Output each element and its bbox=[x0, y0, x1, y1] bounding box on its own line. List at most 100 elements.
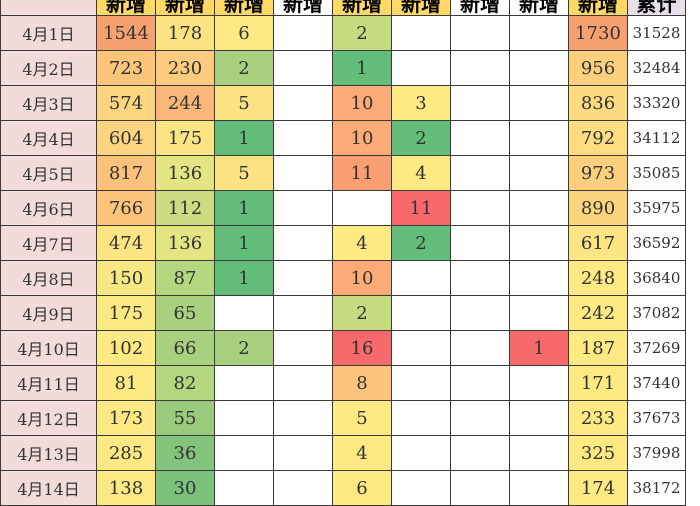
date-cell[interactable]: 4月14日 bbox=[0, 470, 97, 506]
cumulative-cell[interactable]: 36840 bbox=[627, 260, 686, 296]
data-cell[interactable] bbox=[273, 365, 333, 401]
data-cell[interactable]: 81 bbox=[96, 365, 156, 401]
data-cell[interactable]: 244 bbox=[155, 85, 215, 121]
data-cell[interactable] bbox=[450, 120, 510, 156]
date-cell[interactable]: 4月8日 bbox=[0, 260, 97, 296]
date-cell[interactable]: 4月11日 bbox=[0, 365, 97, 401]
date-cell[interactable]: 4月10日 bbox=[0, 330, 97, 366]
data-cell[interactable] bbox=[391, 295, 451, 331]
data-cell[interactable]: 4 bbox=[332, 435, 392, 471]
data-cell[interactable]: 82 bbox=[155, 365, 215, 401]
data-cell[interactable] bbox=[509, 155, 569, 191]
data-cell[interactable]: 65 bbox=[155, 295, 215, 331]
date-cell[interactable]: 4月7日 bbox=[0, 225, 97, 261]
cumulative-cell[interactable]: 35085 bbox=[627, 155, 686, 191]
data-cell[interactable]: 792 bbox=[568, 120, 628, 156]
cumulative-cell[interactable]: 37082 bbox=[627, 295, 686, 331]
data-cell[interactable]: 1544 bbox=[96, 15, 156, 51]
data-cell[interactable]: 6 bbox=[214, 15, 274, 51]
cumulative-cell[interactable]: 31528 bbox=[627, 15, 686, 51]
data-cell[interactable]: 150 bbox=[96, 260, 156, 296]
data-cell[interactable] bbox=[214, 295, 274, 331]
cumulative-cell[interactable]: 37440 bbox=[627, 365, 686, 401]
data-cell[interactable]: 102 bbox=[96, 330, 156, 366]
data-cell[interactable]: 36 bbox=[155, 435, 215, 471]
data-cell[interactable]: 10 bbox=[332, 120, 392, 156]
data-cell[interactable]: 230 bbox=[155, 50, 215, 86]
data-cell[interactable] bbox=[214, 435, 274, 471]
data-cell[interactable]: 4 bbox=[391, 155, 451, 191]
data-cell[interactable]: 766 bbox=[96, 190, 156, 226]
data-cell[interactable]: 16 bbox=[332, 330, 392, 366]
data-cell[interactable]: 325 bbox=[568, 435, 628, 471]
data-cell[interactable]: 1 bbox=[214, 225, 274, 261]
data-cell[interactable]: 175 bbox=[155, 120, 215, 156]
data-cell[interactable] bbox=[509, 260, 569, 296]
data-cell[interactable]: 30 bbox=[155, 470, 215, 506]
date-cell[interactable]: 4月4日 bbox=[0, 120, 97, 156]
data-cell[interactable]: 2 bbox=[214, 50, 274, 86]
date-cell[interactable]: 4月1日 bbox=[0, 15, 97, 51]
data-cell[interactable] bbox=[214, 470, 274, 506]
data-cell[interactable]: 723 bbox=[96, 50, 156, 86]
data-cell[interactable]: 574 bbox=[96, 85, 156, 121]
data-cell[interactable] bbox=[509, 295, 569, 331]
date-cell[interactable]: 4月13日 bbox=[0, 435, 97, 471]
data-cell[interactable] bbox=[214, 400, 274, 436]
data-cell[interactable]: 66 bbox=[155, 330, 215, 366]
data-cell[interactable] bbox=[273, 85, 333, 121]
header-cell[interactable]: 新增 bbox=[214, 0, 274, 16]
cumulative-cell[interactable]: 36592 bbox=[627, 225, 686, 261]
cumulative-cell[interactable]: 33320 bbox=[627, 85, 686, 121]
cumulative-cell[interactable]: 37673 bbox=[627, 400, 686, 436]
data-cell[interactable] bbox=[273, 120, 333, 156]
data-cell[interactable] bbox=[509, 85, 569, 121]
cumulative-cell[interactable]: 38172 bbox=[627, 470, 686, 506]
data-cell[interactable]: 175 bbox=[96, 295, 156, 331]
data-cell[interactable] bbox=[509, 225, 569, 261]
cumulative-cell[interactable]: 37269 bbox=[627, 330, 686, 366]
data-cell[interactable] bbox=[273, 15, 333, 51]
data-cell[interactable]: 1 bbox=[214, 260, 274, 296]
cumulative-cell[interactable]: 34112 bbox=[627, 120, 686, 156]
data-cell[interactable] bbox=[273, 470, 333, 506]
data-cell[interactable]: 836 bbox=[568, 85, 628, 121]
data-cell[interactable] bbox=[450, 435, 510, 471]
data-cell[interactable] bbox=[332, 190, 392, 226]
data-cell[interactable]: 174 bbox=[568, 470, 628, 506]
data-cell[interactable] bbox=[509, 120, 569, 156]
data-cell[interactable] bbox=[509, 470, 569, 506]
data-cell[interactable]: 10 bbox=[332, 260, 392, 296]
data-cell[interactable] bbox=[450, 50, 510, 86]
data-cell[interactable] bbox=[214, 365, 274, 401]
date-cell[interactable]: 4月5日 bbox=[0, 155, 97, 191]
cumulative-cell[interactable]: 37998 bbox=[627, 435, 686, 471]
data-cell[interactable]: 112 bbox=[155, 190, 215, 226]
data-cell[interactable]: 817 bbox=[96, 155, 156, 191]
data-cell[interactable]: 973 bbox=[568, 155, 628, 191]
data-cell[interactable] bbox=[509, 435, 569, 471]
data-cell[interactable]: 1 bbox=[332, 50, 392, 86]
data-cell[interactable] bbox=[273, 50, 333, 86]
data-cell[interactable]: 956 bbox=[568, 50, 628, 86]
data-cell[interactable]: 136 bbox=[155, 225, 215, 261]
data-cell[interactable]: 2 bbox=[332, 15, 392, 51]
data-cell[interactable]: 173 bbox=[96, 400, 156, 436]
data-cell[interactable] bbox=[273, 155, 333, 191]
data-cell[interactable] bbox=[509, 15, 569, 51]
data-cell[interactable]: 2 bbox=[214, 330, 274, 366]
data-cell[interactable]: 2 bbox=[391, 225, 451, 261]
data-cell[interactable] bbox=[391, 435, 451, 471]
data-cell[interactable]: 171 bbox=[568, 365, 628, 401]
header-cell[interactable]: 新增 bbox=[568, 0, 628, 16]
header-cell[interactable]: 新增 bbox=[332, 0, 392, 16]
date-cell[interactable]: 4月6日 bbox=[0, 190, 97, 226]
date-cell[interactable]: 4月9日 bbox=[0, 295, 97, 331]
data-cell[interactable] bbox=[450, 155, 510, 191]
data-cell[interactable]: 890 bbox=[568, 190, 628, 226]
data-cell[interactable] bbox=[450, 190, 510, 226]
data-cell[interactable]: 285 bbox=[96, 435, 156, 471]
header-cell[interactable]: 新增 bbox=[155, 0, 215, 16]
data-cell[interactable] bbox=[391, 15, 451, 51]
data-cell[interactable] bbox=[273, 260, 333, 296]
